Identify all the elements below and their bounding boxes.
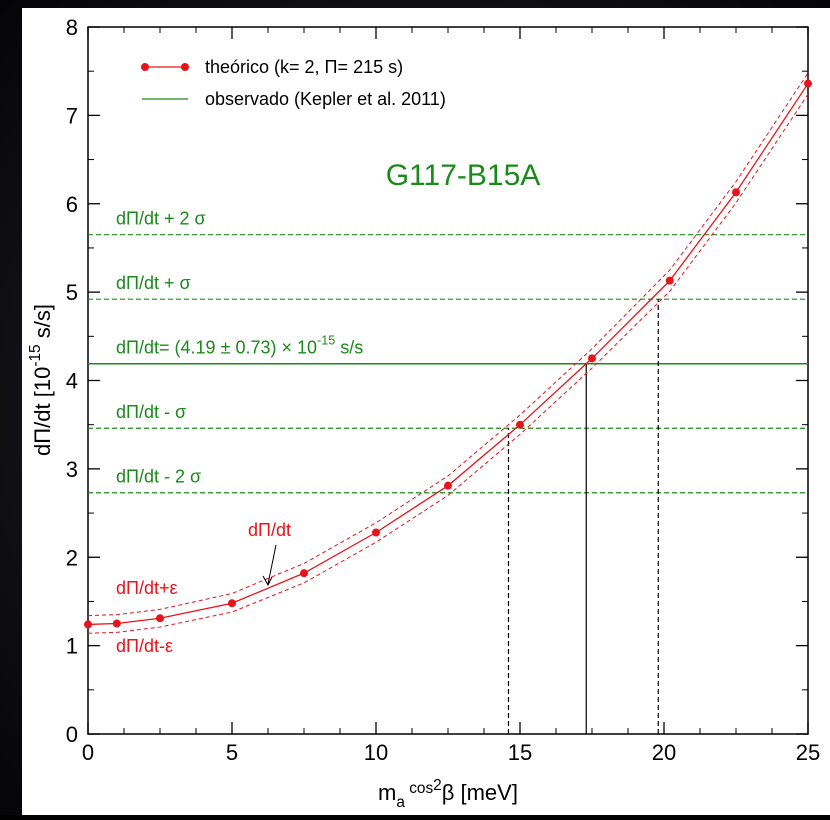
- data-point: [665, 276, 674, 285]
- y-tick-label: 6: [66, 192, 78, 217]
- observed-label-part: dΠ/dt - σ: [116, 402, 186, 422]
- observed-label-part: -15: [317, 334, 335, 348]
- observed-label: dΠ/dt - σ: [116, 402, 186, 422]
- y-tick-label: 0: [66, 722, 78, 747]
- x-tick-label: 10: [364, 740, 388, 765]
- legend-label: theórico (k= 2, Π= 215 s): [205, 57, 403, 77]
- y-tick-label: 1: [66, 634, 78, 659]
- x-axis-label-part: β [meV]: [442, 780, 518, 805]
- x-axis-label-part: a: [396, 794, 405, 811]
- x-tick-label: 20: [652, 740, 676, 765]
- y-tick-label: 4: [66, 369, 78, 394]
- y-axis-label-part: -15: [27, 344, 44, 366]
- data-point: [588, 354, 596, 363]
- curve-label: dΠ/dt: [248, 520, 291, 540]
- observed-label-part: dΠ/dt + σ: [116, 273, 191, 293]
- y-tick-label: 2: [66, 545, 78, 570]
- observed-label: dΠ/dt= (4.19 ± 0.73) × 10-15 s/s: [116, 334, 363, 358]
- data-point: [228, 599, 236, 608]
- observed-label: dΠ/dt - 2 σ: [116, 467, 201, 487]
- data-point: [156, 614, 164, 623]
- data-point: [84, 620, 92, 629]
- data-point: [300, 569, 308, 578]
- observed-label: dΠ/dt + σ: [116, 273, 191, 293]
- series-line: [87, 83, 809, 626]
- y-tick-label: 3: [66, 457, 78, 482]
- plot-frame: [87, 26, 809, 735]
- x-axis-label-part: cos: [405, 780, 434, 797]
- observed-label-part: dΠ/dt= (4.19 ± 0.73) × 10: [116, 338, 317, 358]
- y-tick-label: 7: [66, 103, 78, 128]
- band-line: [87, 72, 809, 617]
- x-tick-label: 0: [82, 740, 94, 765]
- legend-marker: [141, 63, 149, 71]
- x-tick-label: 25: [796, 740, 820, 765]
- data-point: [516, 420, 524, 429]
- x-axis-label-part: m: [378, 780, 396, 805]
- data-point: [732, 188, 740, 197]
- data-point: [112, 619, 121, 628]
- annotation-title: G117-B15A: [386, 159, 541, 192]
- legend-label: observado (Kepler et al. 2011): [205, 89, 446, 109]
- x-tick-label: 15: [508, 740, 532, 765]
- data-point: [444, 481, 452, 490]
- y-axis-label: dΠ/dt [10-15 s/s]: [27, 304, 55, 456]
- observed-label-part: s/s: [335, 338, 363, 358]
- observed-label-part: dΠ/dt + 2 σ: [116, 209, 206, 229]
- data-point: [804, 79, 812, 88]
- curve-arrowhead: [262, 575, 273, 587]
- x-axis-label-part: 2: [433, 777, 442, 794]
- legend-marker: [181, 63, 189, 71]
- band-label: dΠ/dt+ε: [116, 578, 178, 598]
- observed-label: dΠ/dt + 2 σ: [116, 209, 206, 229]
- y-tick-label: 8: [66, 15, 78, 40]
- band-line: [87, 93, 809, 634]
- y-axis-label-part: dΠ/dt [10: [30, 367, 55, 456]
- x-tick-label: 5: [226, 740, 238, 765]
- x-axis-label: ma cos2β [meV]: [378, 777, 518, 811]
- data-point: [372, 528, 380, 537]
- band-label: dΠ/dt-ε: [116, 636, 173, 656]
- y-tick-label: 5: [66, 280, 78, 305]
- y-axis-label-part: s/s]: [30, 304, 55, 344]
- curve-arrow: [267, 544, 277, 585]
- observed-label-part: dΠ/dt - 2 σ: [116, 467, 201, 487]
